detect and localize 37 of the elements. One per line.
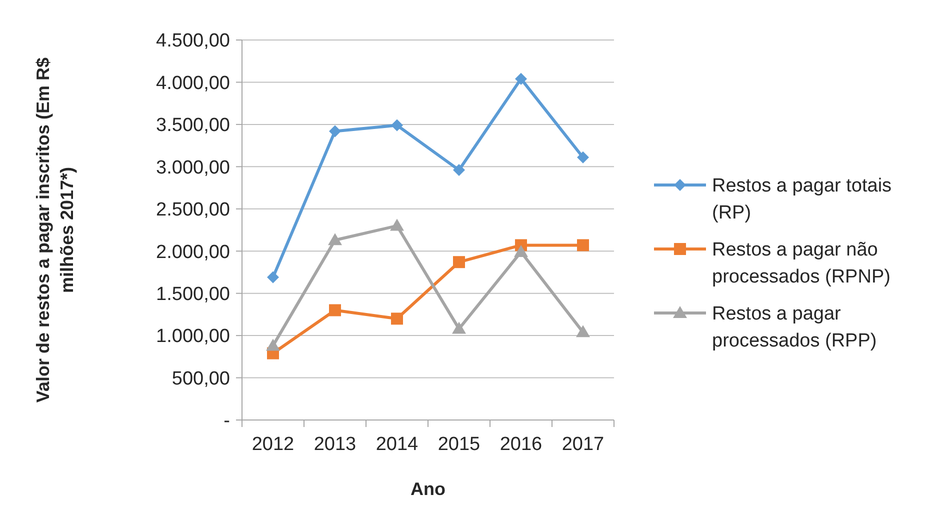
y-tick-label: 3.500,00 <box>156 115 230 136</box>
x-tick-label: 2017 <box>562 434 604 455</box>
point <box>329 304 341 316</box>
point <box>391 119 403 132</box>
y-axis-title: Valor de restos a pagar inscritos (Em R$ milhões 2017*) <box>33 57 77 403</box>
legend-label: Restos a pagar não processados (RPNP) <box>712 240 890 288</box>
point <box>452 322 466 334</box>
point <box>577 151 589 164</box>
legend-label: Restos a pagar totais (RP) <box>712 176 892 224</box>
point <box>453 256 465 268</box>
point <box>515 72 527 85</box>
y-tick-label: 1.000,00 <box>156 326 230 348</box>
y-tick-label: 500,00 <box>172 368 230 390</box>
y-tick-label: 2.000,00 <box>156 242 230 263</box>
y-tick-label: - <box>224 410 230 432</box>
x-tick-label: 2013 <box>314 434 356 455</box>
y-tick-label: 1.500,00 <box>156 284 230 305</box>
y-tick-label: 3.000,00 <box>156 157 230 178</box>
point <box>390 218 404 231</box>
point <box>267 271 279 284</box>
x-tick-label: 2014 <box>376 434 419 455</box>
x-axis-title: Ano <box>410 479 446 499</box>
x-tick-label: 2016 <box>500 434 542 455</box>
point <box>514 244 528 257</box>
y-tick-label: 2.500,00 <box>156 200 230 221</box>
point <box>328 233 342 246</box>
point <box>266 338 280 351</box>
legend-label: Restos a pagar processados (RPP) <box>712 304 877 352</box>
point <box>329 125 341 138</box>
y-tick-label: 4.500,00 <box>156 30 230 52</box>
point <box>577 239 589 252</box>
x-tick-label: 2015 <box>438 434 480 455</box>
point <box>453 164 465 176</box>
x-tick-label: 2012 <box>252 434 294 455</box>
point <box>576 325 590 338</box>
point <box>391 312 403 325</box>
y-tick-label: 4.000,00 <box>156 72 230 94</box>
